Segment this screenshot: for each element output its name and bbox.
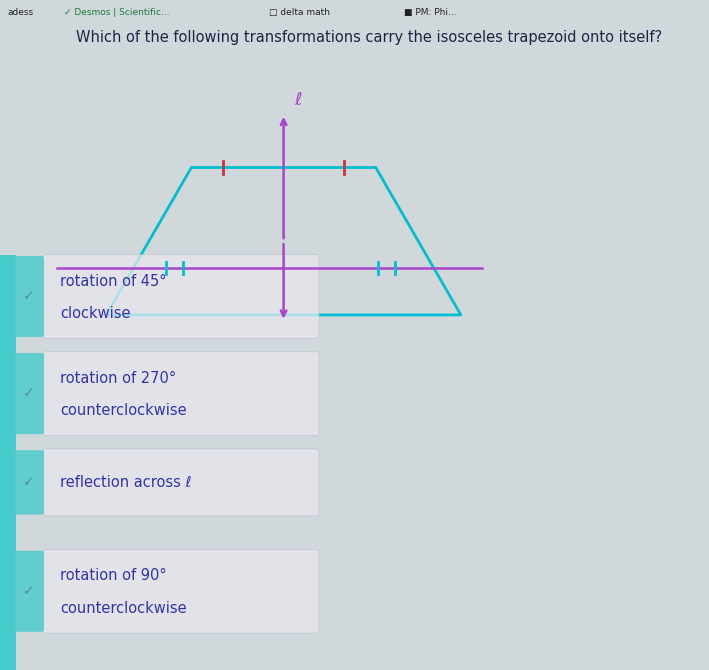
Text: rotation of 45°: rotation of 45° [60,273,167,289]
FancyBboxPatch shape [43,549,319,633]
Text: rotation of 270°: rotation of 270° [60,371,177,386]
Text: counterclockwise: counterclockwise [60,403,187,418]
Text: ✓: ✓ [23,387,35,401]
Text: counterclockwise: counterclockwise [60,601,187,616]
Text: ■ PM: Phi...: ■ PM: Phi... [404,8,457,17]
FancyBboxPatch shape [13,353,44,434]
FancyBboxPatch shape [43,255,319,338]
Text: ✓: ✓ [23,289,35,304]
FancyBboxPatch shape [43,449,319,516]
FancyBboxPatch shape [13,256,44,337]
Bar [0,255,16,670]
Text: □ delta math: □ delta math [269,8,330,17]
Text: ✓: ✓ [23,476,35,489]
Text: ℓ: ℓ [294,90,301,109]
Text: clockwise: clockwise [60,306,130,321]
Text: adess: adess [7,8,33,17]
FancyBboxPatch shape [13,551,44,632]
Text: Which of the following transformations carry the isosceles trapezoid onto itself: Which of the following transformations c… [76,30,661,45]
Text: reflection across ℓ: reflection across ℓ [60,475,191,490]
FancyBboxPatch shape [13,450,44,515]
Text: rotation of 90°: rotation of 90° [60,568,167,584]
Text: ✓ Desmos | Scientific...: ✓ Desmos | Scientific... [64,8,169,17]
Text: ✓: ✓ [23,584,35,598]
FancyBboxPatch shape [43,352,319,436]
